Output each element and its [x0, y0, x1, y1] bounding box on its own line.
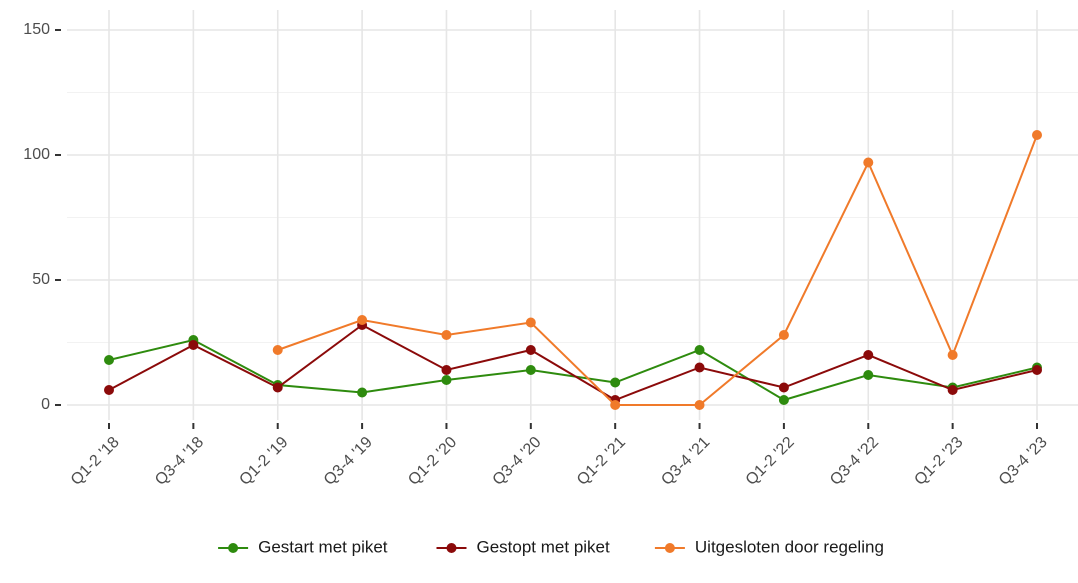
axes: 0 50 100 150 Q1-2 '18 Q3-4 '18 Q1-2 '19 Q3-4 '1… [23, 21, 1051, 489]
point [947, 350, 958, 360]
point [441, 375, 452, 385]
legend: Gestart met piket Gestopt met piket Uitges… [218, 537, 884, 556]
point [272, 382, 283, 393]
point [1032, 365, 1042, 375]
legend-marker [664, 543, 675, 553]
legend-label: Uitgesloten door regeling [695, 537, 884, 556]
point [610, 400, 621, 410]
x-tick-label: Q3-4 '20 [490, 434, 545, 489]
y-tick-label: 150 [23, 21, 50, 38]
point [104, 385, 114, 395]
point [610, 377, 621, 388]
legend-marker [228, 543, 239, 553]
x-tick-label: Q3-4 '23 [996, 434, 1051, 489]
point [863, 350, 874, 360]
x-tick-label: Q3-4 '18 [152, 434, 207, 489]
x-tick-label: Q3-4 '22 [827, 434, 882, 489]
point [778, 382, 789, 393]
legend-label: Gestart met piket [258, 537, 388, 556]
x-tick-label: Q1-2 '23 [911, 434, 966, 489]
legend-marker [446, 543, 457, 553]
x-tick-label: Q1-2 '19 [236, 434, 291, 489]
point [357, 387, 368, 398]
x-tick-label: Q3-4 '21 [658, 434, 713, 489]
point [863, 370, 874, 380]
x-tick-label: Q1-2 '22 [743, 434, 798, 489]
x-tick-label: Q1-2 '18 [68, 434, 123, 489]
x-tick-label: Q1-2 '20 [405, 434, 460, 489]
lines [104, 130, 1042, 410]
x-tick-label: Q1-2 '21 [574, 434, 629, 489]
y-tick-label: 100 [23, 146, 50, 163]
point [694, 362, 705, 373]
legend-label: Gestopt met piket [477, 537, 611, 556]
grid [67, 10, 1078, 420]
point [1032, 130, 1042, 140]
x-tick-label: Q3-4 '19 [321, 434, 376, 489]
point [694, 345, 705, 355]
point [525, 317, 536, 328]
point [188, 340, 199, 350]
point [863, 157, 874, 168]
point [441, 365, 452, 375]
point [778, 330, 789, 340]
y-tick-label: 0 [41, 396, 50, 413]
y-tick-label: 50 [32, 271, 50, 288]
point [525, 345, 536, 355]
point [694, 400, 705, 410]
point [947, 385, 958, 395]
series-line [277, 134, 1038, 406]
point [441, 330, 452, 340]
point [525, 365, 536, 375]
point [272, 345, 283, 355]
point [104, 355, 114, 365]
series-line [108, 323, 1038, 402]
point [778, 395, 789, 405]
point [357, 315, 368, 325]
series-line [108, 338, 1038, 402]
